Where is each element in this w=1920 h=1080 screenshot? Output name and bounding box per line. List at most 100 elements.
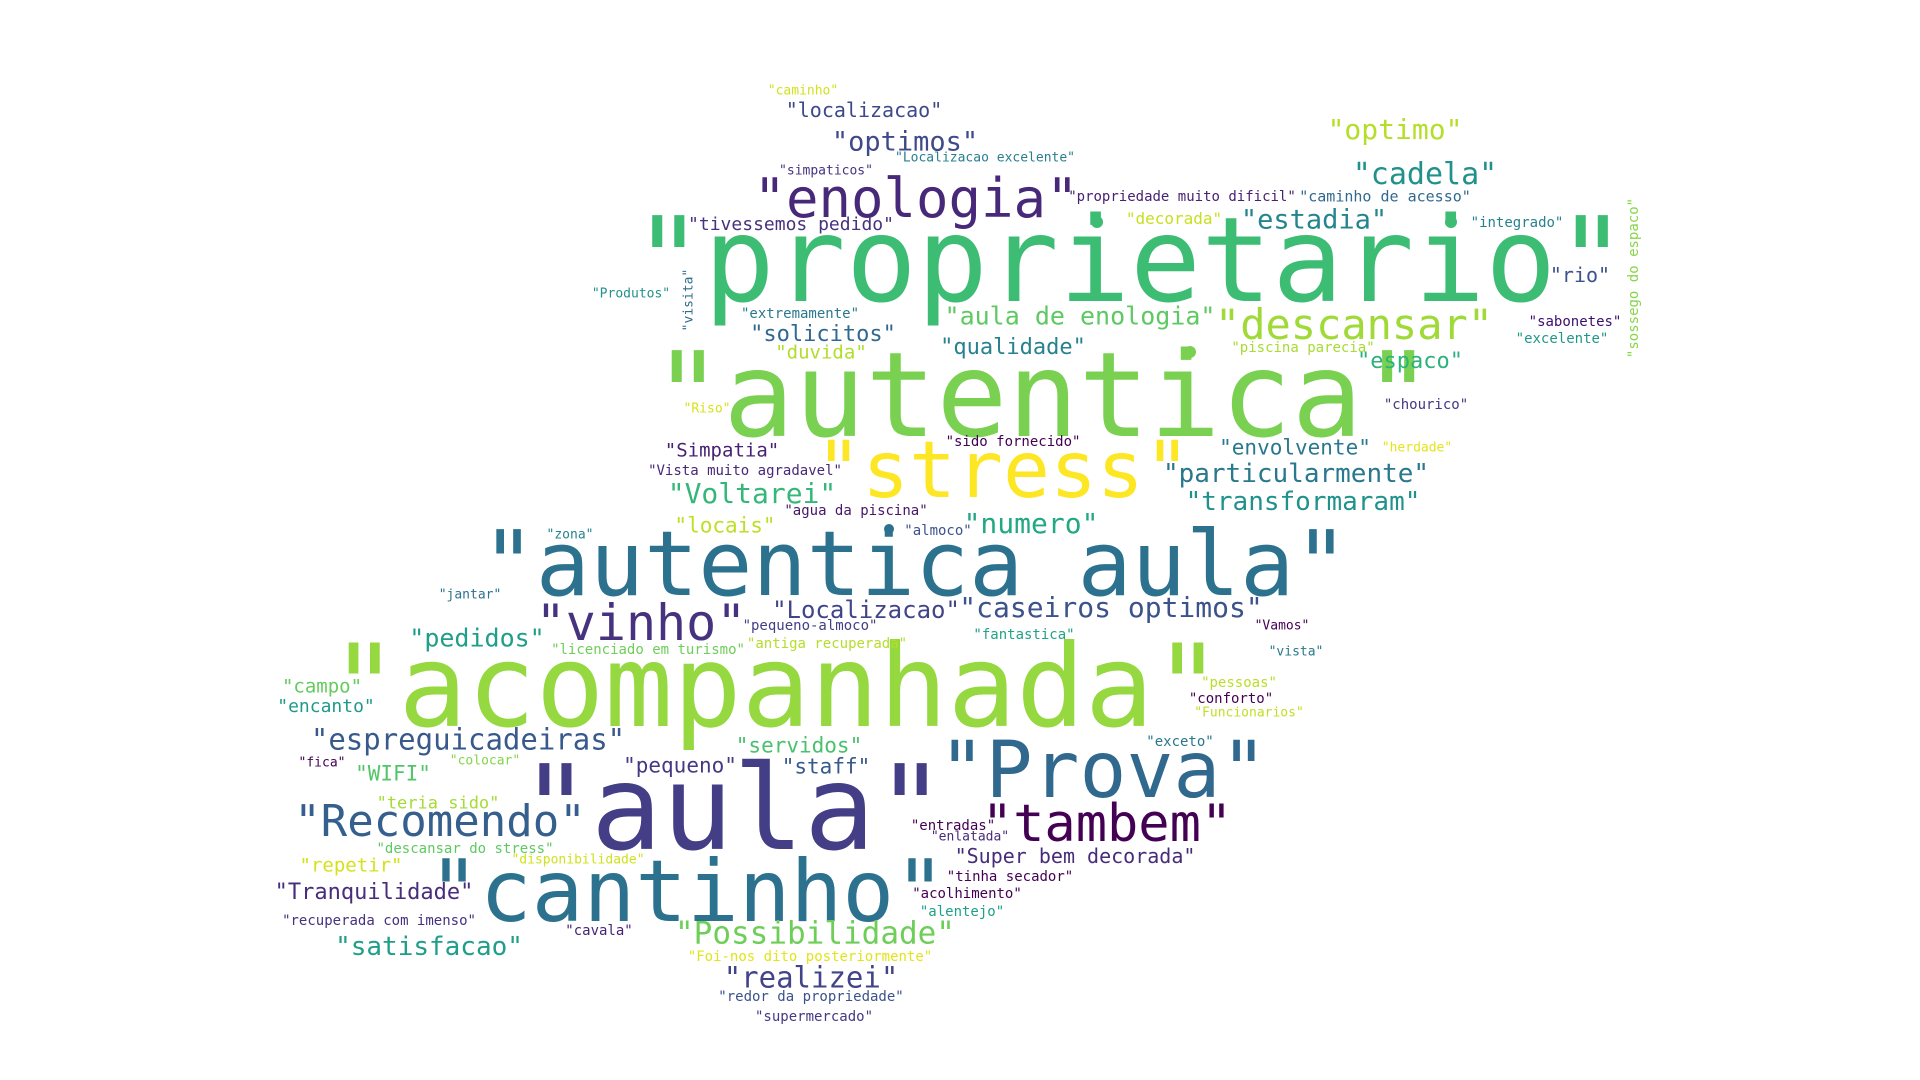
word: "sabonetes" bbox=[1528, 314, 1622, 330]
word: "vista" bbox=[1268, 644, 1324, 660]
word: "caseiros optimos" bbox=[959, 591, 1263, 624]
word: "Funcionarios" bbox=[1194, 705, 1304, 721]
word: "Possibilidade" bbox=[675, 915, 955, 952]
word: "Produtos" bbox=[591, 286, 671, 302]
word: "enlatada" bbox=[930, 829, 1010, 845]
word: "envolvente" bbox=[1219, 435, 1371, 460]
word: "licenciado em turismo" bbox=[551, 642, 745, 658]
word: "colocar" bbox=[449, 753, 521, 769]
word: "redor da propriedade" bbox=[718, 989, 904, 1005]
word: "locais" bbox=[674, 513, 776, 538]
word: "stress" bbox=[815, 426, 1191, 516]
word: "Voltarei" bbox=[667, 477, 837, 510]
word: "numero" bbox=[963, 507, 1099, 540]
word: "realizei" bbox=[723, 960, 899, 995]
word: "campo" bbox=[281, 675, 363, 698]
word: "piscina parecia" bbox=[1231, 340, 1375, 356]
word: "Riso" bbox=[683, 401, 731, 417]
word: "servidos" bbox=[735, 733, 863, 758]
word: "conforto" bbox=[1188, 691, 1274, 707]
word: "Super bem decorada" bbox=[954, 844, 1196, 868]
word: "tambem" bbox=[981, 794, 1233, 854]
word: "integrado" bbox=[1470, 215, 1564, 231]
word: "sossego do espaco" bbox=[1626, 197, 1642, 359]
word: "acolhimento" bbox=[912, 886, 1022, 902]
word: "cantinho" bbox=[428, 842, 946, 942]
word: "optimos" bbox=[831, 126, 979, 158]
word: "almoco" bbox=[904, 523, 972, 539]
word: "acompanhada" bbox=[329, 620, 1223, 753]
word: "Vista muito agradavel" bbox=[648, 463, 842, 479]
word: "alentejo" bbox=[919, 904, 1005, 920]
word: "supermercado" bbox=[754, 1009, 874, 1025]
word: "pequeno-almoco" bbox=[742, 618, 878, 634]
word: "antiga recuperada" bbox=[746, 636, 908, 652]
word: "solicitos" bbox=[750, 322, 896, 347]
word: "tivessemos pedido" bbox=[688, 214, 894, 235]
word: "recuperada com imenso" bbox=[282, 913, 476, 929]
word: "particularmente" bbox=[1162, 459, 1430, 489]
word: "autentica aula" bbox=[481, 512, 1349, 617]
word: "pedidos" bbox=[409, 623, 545, 653]
word: "duvida" bbox=[775, 341, 867, 364]
word: "propriedade muito dificil" bbox=[1068, 189, 1296, 205]
word: "Vamos" bbox=[1254, 618, 1310, 634]
word: "proprietario" bbox=[632, 191, 1628, 329]
word: "simpaticos" bbox=[779, 163, 873, 179]
word: "rio" bbox=[1549, 263, 1611, 287]
word: "fantastica" bbox=[973, 627, 1075, 643]
word: "pequeno" bbox=[623, 753, 737, 778]
word: "exceto" bbox=[1146, 734, 1214, 750]
word: "herdade" bbox=[1381, 440, 1453, 456]
word: "autentica" bbox=[652, 326, 1434, 464]
word: "zona" bbox=[546, 527, 594, 543]
word: "Localizacao excelente" bbox=[894, 150, 1076, 166]
word: "estadia" bbox=[1240, 204, 1388, 236]
word: "descansar do stress" bbox=[376, 841, 554, 857]
word: "espreguicadeiras" bbox=[310, 722, 626, 757]
word: "encanto" bbox=[277, 696, 375, 717]
word: "cavala" bbox=[565, 923, 633, 939]
word: "aula" bbox=[519, 739, 947, 877]
word: "fica" bbox=[298, 755, 346, 771]
word: "Simpatia" bbox=[664, 439, 780, 462]
word: "excelente" bbox=[1515, 331, 1609, 347]
word: "vinho" bbox=[535, 594, 747, 652]
word: "extremamente" bbox=[740, 306, 860, 322]
word: "qualidade" bbox=[940, 335, 1086, 360]
word: "espaco" bbox=[1357, 349, 1463, 374]
word: "caminho de acesso" bbox=[1299, 187, 1471, 206]
word: "aula de enologia" bbox=[944, 301, 1216, 331]
word: "satisfacao" bbox=[335, 932, 523, 962]
word: "entradas" bbox=[910, 818, 996, 834]
word: "Foi-nos dito posteriormente" bbox=[687, 949, 933, 965]
dot-mark bbox=[884, 524, 894, 534]
word: "pessoas" bbox=[1201, 675, 1277, 691]
word: "localizacao" bbox=[785, 98, 943, 122]
word: "enologia" bbox=[753, 167, 1079, 230]
word: "transformaram" bbox=[1185, 487, 1421, 517]
word: "repetir" bbox=[299, 854, 403, 877]
word: "disponibilidade" bbox=[511, 852, 645, 868]
word: "Prova" bbox=[938, 726, 1268, 816]
word: "sido fornecido" bbox=[945, 434, 1081, 450]
word: "cadela" bbox=[1352, 157, 1498, 192]
word: "descansar" bbox=[1214, 300, 1494, 349]
word: "staff" bbox=[781, 754, 871, 779]
dot-mark bbox=[1091, 216, 1103, 228]
word: "agua da piscina" bbox=[784, 503, 928, 519]
word: "caminho" bbox=[767, 83, 839, 99]
word: "optimo" bbox=[1327, 113, 1463, 146]
dot-mark bbox=[1184, 346, 1196, 358]
word: "WIFI" bbox=[355, 761, 431, 786]
word: "Tranquilidade" bbox=[274, 880, 474, 905]
word: "Recomendo" bbox=[294, 796, 586, 847]
word: "tinha secador" bbox=[946, 869, 1074, 885]
word: "visita" bbox=[681, 268, 697, 332]
word: "decorada" bbox=[1125, 209, 1223, 228]
word: "jantar" bbox=[438, 587, 502, 603]
word: "Localizacao" bbox=[772, 596, 960, 624]
word: "teria sido" bbox=[376, 793, 500, 814]
dot-mark bbox=[1445, 216, 1457, 228]
